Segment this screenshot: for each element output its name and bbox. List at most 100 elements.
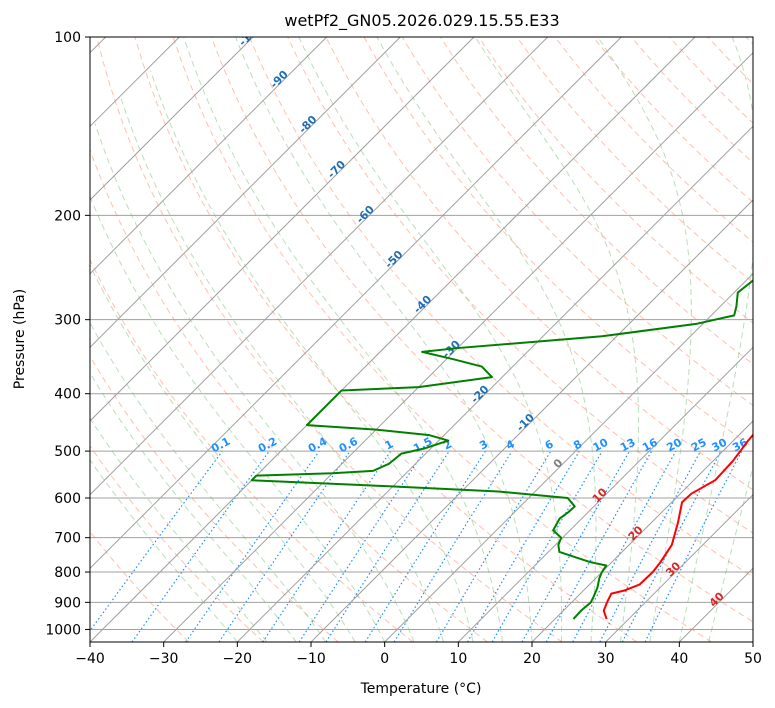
x-tick-label: 50 [744, 651, 762, 667]
mixing-ratio-label: 36 [730, 436, 750, 455]
dry-adiabat-line [249, 37, 753, 578]
mixing-ratio-label: 0.1 [209, 435, 232, 456]
isotherm-line [384, 272, 753, 642]
chart-title: wetPf2_GN05.2026.029.15.55.E33 [284, 11, 559, 31]
temperature-profile [602, 433, 753, 620]
mixing-ratio-line [521, 450, 631, 642]
y-tick-label: 100 [54, 30, 81, 46]
isotherm-line [90, 37, 254, 201]
isotherm-line [90, 37, 696, 642]
moist-adiabat-line [376, 37, 597, 642]
y-tick-label: 500 [54, 444, 81, 460]
mixing-ratio-line [599, 450, 702, 642]
mixing-ratio-label: 1.5 [411, 435, 434, 456]
isotherm-line [605, 493, 753, 642]
moist-adiabat-line [90, 321, 327, 642]
x-tick-label: 20 [523, 651, 541, 667]
mixing-ratio-label: 6 [543, 437, 556, 452]
isotherm-line [90, 37, 328, 275]
moist-adiabat-line [235, 37, 533, 642]
moist-adiabat-line [298, 37, 563, 642]
y-tick-label: 1000 [45, 622, 81, 638]
dry-adiabat-line [707, 37, 753, 85]
isotherm-line [310, 199, 753, 642]
isotherm-label: 30 [663, 559, 683, 579]
mixing-ratio-lines [90, 450, 743, 642]
x-tick-label: 10 [449, 651, 467, 667]
y-axis: 100 200 300 400 500 600 700 800 900 1000 [45, 30, 90, 638]
isotherm-label: -20 [468, 383, 491, 406]
isotherm-label: -60 [354, 203, 377, 226]
mixing-ratio-line [466, 450, 580, 642]
dry-adiabat-line [669, 37, 753, 124]
moist-adiabat-line [90, 459, 238, 642]
plot-area: -100-90-80-70-60-50-40-30-20-10010203040… [90, 37, 753, 642]
isotherm-line [163, 51, 753, 642]
dry-adiabat-line [90, 531, 190, 642]
dry-adiabat-line [134, 37, 638, 642]
isotherm-line [752, 641, 753, 642]
isotherm-label: -70 [325, 158, 348, 181]
mixing-ratio-label: 16 [640, 436, 660, 455]
mixing-ratio-line [185, 450, 320, 642]
y-axis-label: Pressure (hPa) [12, 289, 28, 389]
isotherm-label: 40 [707, 589, 727, 609]
dry-adiabats [90, 37, 753, 642]
plot-frame [89, 36, 754, 643]
dry-adiabat-line [439, 37, 753, 365]
dry-adiabat-line [90, 445, 264, 642]
moist-adiabat-line [150, 70, 474, 642]
x-tick-label: 40 [670, 651, 688, 667]
dewpoint-profile [250, 279, 753, 620]
mixing-ratio-label: 0.6 [337, 435, 361, 456]
x-axis-label: Temperature (°C) [360, 681, 482, 697]
mixing-ratio-label: 25 [689, 436, 709, 455]
mixing-ratio-line [298, 450, 425, 642]
mixing-ratio-line [218, 450, 351, 642]
x-tick-label: −10 [296, 651, 326, 667]
y-tick-label: 900 [54, 595, 81, 611]
mixing-ratio-labels: 0.1 0.2 0.4 0.6 1 1.5 2 3 4 6 8 10 13 16 20 25 30 36 [209, 435, 750, 456]
isotherm-line [531, 420, 753, 642]
isotherm-label: 20 [626, 523, 646, 543]
mixing-ratio-line [325, 450, 450, 642]
mixing-ratio-label: 13 [618, 436, 638, 455]
y-tick-label: 200 [54, 208, 81, 224]
mixing-ratio-line [262, 450, 392, 642]
isotherm-line [90, 37, 475, 422]
x-tick-label: −40 [75, 651, 105, 667]
isotherm-line [457, 346, 753, 642]
mixing-ratio-line [364, 450, 486, 642]
isotherm-label: -90 [268, 68, 291, 91]
isotherm-gridlines [90, 37, 753, 642]
x-tick-label: −30 [149, 651, 179, 667]
moist-adiabat-line [90, 372, 297, 642]
mixing-ratio-label: 30 [710, 436, 730, 455]
mixing-ratio-label: 0.4 [306, 435, 330, 456]
y-tick-label: 400 [54, 387, 81, 403]
moist-adiabat-line [119, 96, 445, 642]
moist-adiabat-line [474, 37, 639, 642]
isotherm-label: -80 [296, 113, 319, 136]
mixing-ratio-line [131, 450, 270, 642]
isotherm-label: -40 [411, 293, 434, 316]
isobar-gridlines [90, 37, 753, 630]
dry-adiabat-line [745, 37, 753, 45]
moist-adiabat-line [678, 37, 753, 642]
x-tick-label: 30 [597, 651, 615, 667]
mixing-ratio-line [545, 450, 653, 642]
isotherm-line [678, 567, 753, 642]
mixing-ratio-line [90, 450, 223, 632]
isotherm-line [90, 37, 401, 349]
isotherm-line [90, 37, 549, 496]
mixing-ratio-label: 20 [664, 436, 684, 455]
dry-adiabat-line [325, 37, 753, 491]
dry-adiabat-line [172, 37, 712, 642]
x-axis: −40 −30 −20 −10 0 10 20 30 40 50 [75, 642, 762, 667]
moist-adiabat-line [597, 37, 692, 642]
dry-adiabat-line [210, 37, 753, 623]
mixing-ratio-line [644, 450, 743, 642]
x-tick-label: 0 [380, 651, 389, 667]
sounding-profiles [250, 279, 753, 620]
